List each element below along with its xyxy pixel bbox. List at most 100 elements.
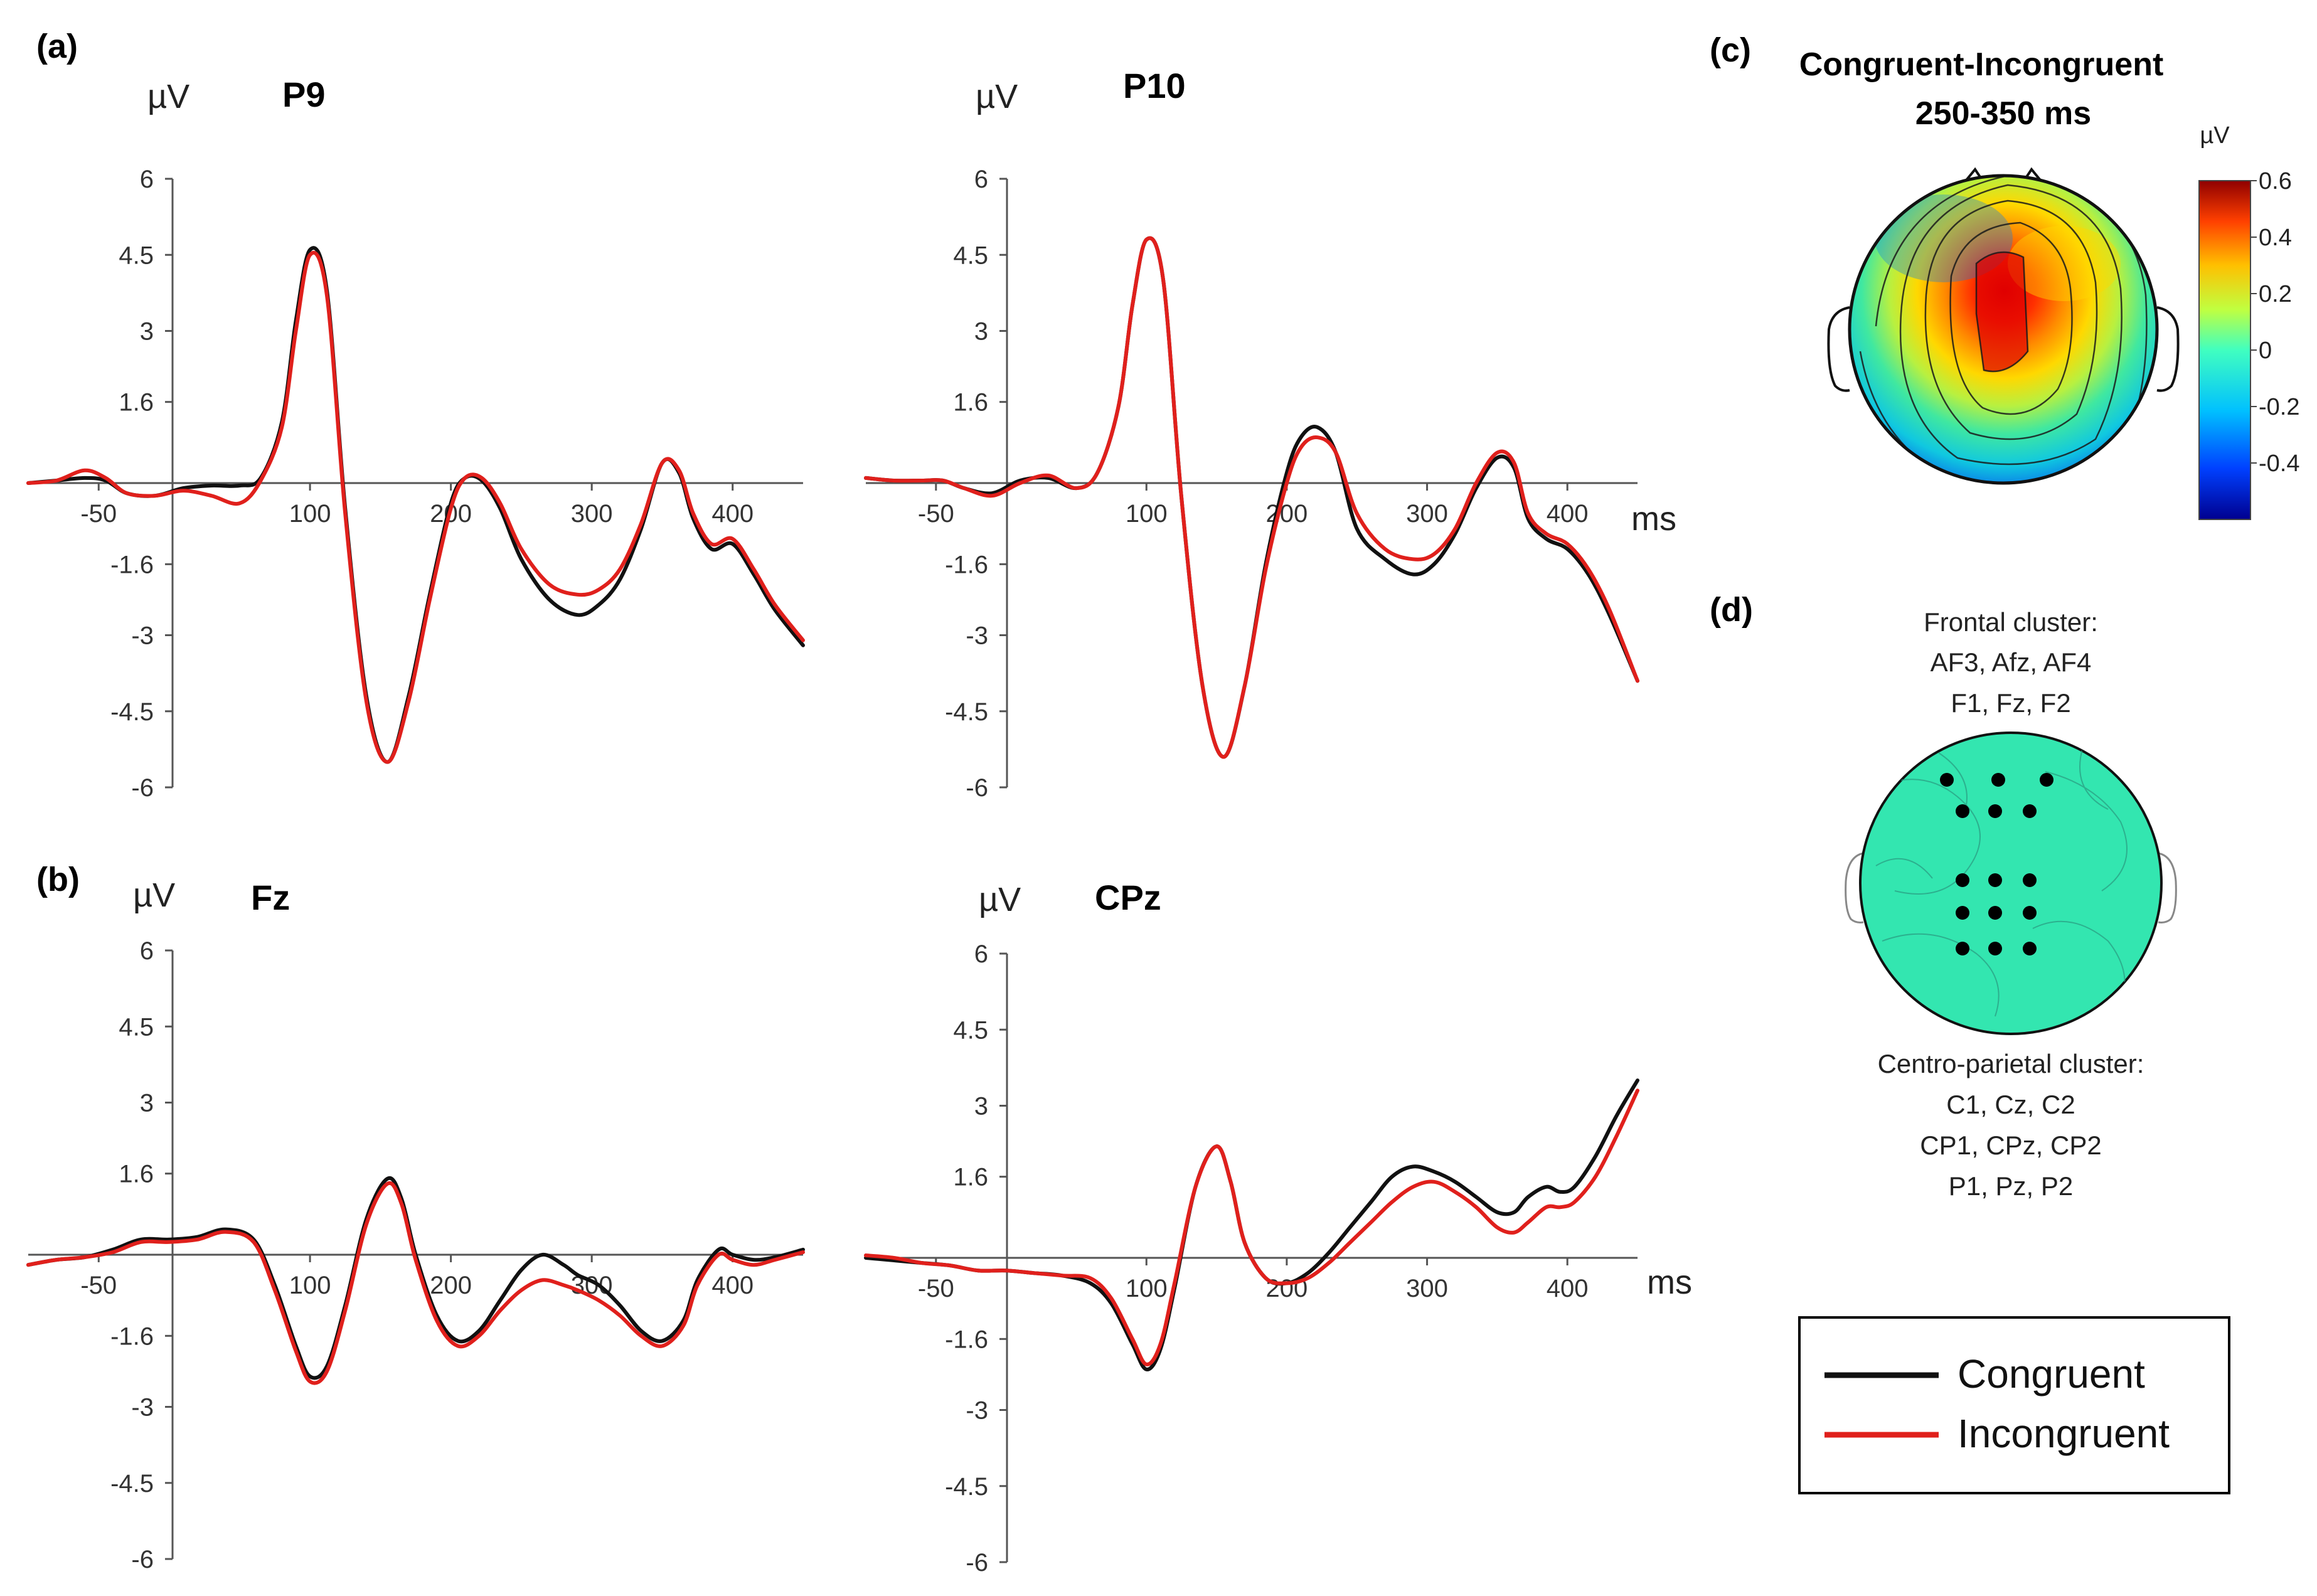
fz-ytick-label: -4.5: [110, 1470, 154, 1498]
p10-xtick-label: 400: [1547, 500, 1589, 528]
p9-ytick-label: -1.6: [110, 551, 154, 578]
p9-xtick-label: 400: [711, 500, 754, 528]
topomap-panel: Congruent-Incongruent 250-350 ms µV 0.60…: [1799, 46, 2299, 520]
electrode-dot: [1956, 804, 1969, 818]
p10-ylabel: µV: [976, 78, 1018, 115]
colorbar-unit: µV: [2200, 122, 2230, 149]
p10-ytick-label: 3: [974, 318, 988, 346]
cpz-ytick-label: 1.6: [953, 1164, 988, 1191]
electrode-dot: [1956, 906, 1969, 920]
fz-ytick-label: 6: [140, 937, 154, 965]
fz-xtick-label: 200: [430, 1272, 472, 1299]
p10-xtick-label: -50: [918, 500, 954, 528]
p9-ytick-label: -4.5: [110, 698, 154, 726]
colorbar-tick-label: 0.2: [2259, 281, 2292, 307]
frontal-cluster-line2: F1, Fz, F2: [1951, 688, 2070, 718]
electrode-dot: [1956, 942, 1969, 955]
fz-ylabel: µV: [133, 876, 175, 914]
electrode-dot: [1988, 906, 2002, 920]
fz-xtick-label: -50: [80, 1272, 117, 1299]
colorbar-tick-label: 0.4: [2259, 225, 2292, 251]
head-right-ear-icon: [2156, 306, 2180, 392]
cpz-xlabel: ms: [1647, 1264, 1692, 1301]
electrode-dots: [1940, 773, 2053, 955]
cpz-xtick-label: 100: [1126, 1275, 1168, 1302]
colorbar: [2198, 180, 2251, 520]
cpz-title: CPz: [1095, 878, 1161, 917]
frontal-cluster-line1: AF3, Afz, AF4: [1931, 647, 2092, 677]
fz-title: Fz: [251, 878, 290, 917]
colorbar-tick-label: 0: [2259, 338, 2272, 364]
cpz-ytick-label: -3: [966, 1397, 988, 1425]
p10-ytick-label: 4.5: [953, 242, 988, 269]
p10-xtick-label: 100: [1126, 500, 1168, 528]
p9-title: P9: [282, 75, 326, 114]
p10-series-incongruent: [864, 236, 1639, 759]
panel-label-c: (c): [1710, 31, 1751, 69]
colorbar-tick-label: -0.4: [2259, 450, 2299, 477]
electrode-dot: [2040, 773, 2053, 787]
cpz-xtick-label: 400: [1547, 1275, 1589, 1302]
colorbar-tick-label: 0.6: [2259, 168, 2292, 194]
legend-box: [1798, 1316, 2230, 1494]
p10-title: P10: [1123, 66, 1186, 105]
chart-p10: P10 µV ms 6 4.5 3 1.6 -1.6 -3 -4.5 -6 -50 100 200 300 4…: [864, 66, 1676, 802]
fz-xtick-label: 400: [711, 1272, 754, 1299]
cpz-xtick-label: 300: [1406, 1275, 1448, 1302]
p9-xtick-label: -50: [80, 500, 117, 528]
electrode-dot: [1988, 804, 2002, 818]
p10-ytick-label: 6: [974, 166, 988, 193]
panel-label-d: (d): [1710, 591, 1753, 629]
p10-ytick-label: -1.6: [945, 551, 988, 578]
electrode-dot: [1988, 942, 2002, 955]
p10-xtick-label: 300: [1406, 500, 1448, 528]
electrode-dot: [1988, 873, 2002, 887]
cluster-left-ear-icon: [1845, 852, 1864, 923]
cpz-series-incongruent: [864, 1088, 1639, 1366]
p9-ytick-label: -3: [131, 622, 154, 650]
cpz-xtick-label: -50: [918, 1275, 954, 1302]
cluster-panel: Frontal cluster: AF3, Afz, AF4 F1, Fz, F…: [1845, 607, 2177, 1201]
electrode-dot: [1991, 773, 2005, 787]
p10-ytick-label: -3: [966, 622, 988, 650]
cpz-ytick-label: 3: [974, 1093, 988, 1120]
cluster-right-ear-icon: [2158, 852, 2177, 923]
electrode-dot: [2023, 804, 2037, 818]
head-left-ear-icon: [1827, 306, 1850, 392]
topomap-scalp: [1850, 176, 2157, 483]
cpz-ytick-label: 6: [974, 940, 988, 968]
fz-ytick-label: -3: [131, 1394, 154, 1422]
p9-ytick-label: 6: [140, 166, 154, 193]
p10-ytick-label: -4.5: [945, 698, 988, 726]
cpz-ytick-label: -4.5: [945, 1473, 988, 1501]
centro-cluster-line3: P1, Pz, P2: [1949, 1171, 2073, 1201]
cpz-ytick-label: 4.5: [953, 1016, 988, 1044]
electrode-dot: [2023, 873, 2037, 887]
p10-ytick-label: 1.6: [953, 389, 988, 417]
fz-ytick-label: 1.6: [119, 1161, 154, 1188]
fz-xtick-label: 100: [289, 1272, 331, 1299]
topomap-title-line2: 250-350 ms: [1915, 95, 2091, 132]
cpz-ytick-label: -1.6: [945, 1326, 988, 1353]
electrode-dot: [2023, 906, 2037, 920]
p9-xtick-label: 100: [289, 500, 331, 528]
centro-cluster-line1: C1, Cz, C2: [1946, 1090, 2075, 1119]
colorbar-tick-label: -0.2: [2259, 394, 2299, 420]
cpz-ytick-label: -6: [966, 1549, 988, 1577]
fz-ytick-label: -6: [131, 1546, 154, 1573]
colorbar-ticks: 0.6 0.4 0.2 0 -0.2 -0.4: [2250, 168, 2299, 477]
p9-ytick-label: 1.6: [119, 389, 154, 417]
centro-cluster-line2: CP1, CPz, CP2: [1920, 1130, 2101, 1160]
fz-ytick-label: -1.6: [110, 1322, 154, 1350]
legend-label-incongruent: Incongruent: [1957, 1411, 2170, 1456]
p9-xtick-label: 300: [571, 500, 613, 528]
p9-series-incongruent: [26, 250, 805, 764]
electrode-dot: [1956, 873, 1969, 887]
panel-label-a: (a): [36, 28, 78, 65]
topomap-title-line1: Congruent-Incongruent: [1799, 46, 2164, 83]
p9-ylabel: µV: [147, 78, 189, 115]
electrode-dot: [2023, 942, 2037, 955]
